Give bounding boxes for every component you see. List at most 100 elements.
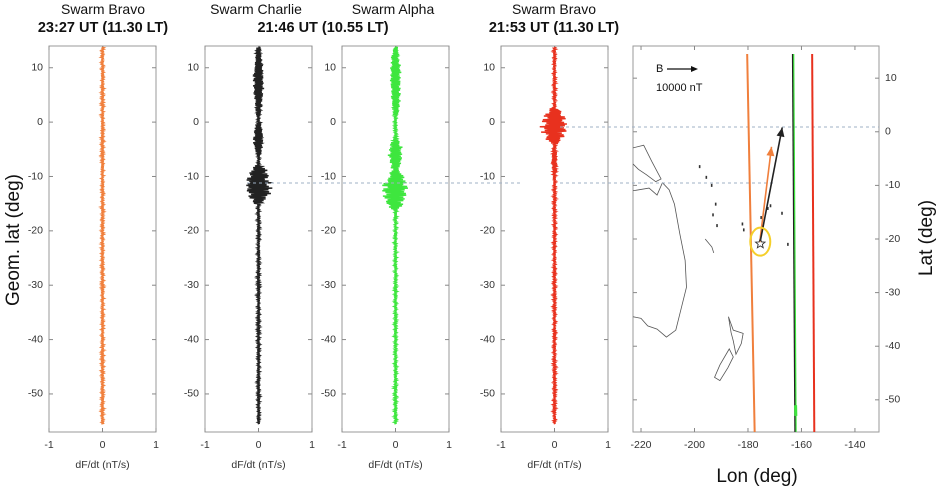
panel3-xtick-label: -1	[337, 439, 346, 451]
panel1-xtick-label: 0	[100, 439, 106, 451]
map-frame	[632, 45, 880, 433]
panel4-time-title: 21:53 UT (11.30 LT)	[488, 20, 620, 36]
panel1-ytick-label: -40	[28, 333, 43, 345]
panel4-series-line	[539, 46, 567, 425]
panel3-xtick-label: 1	[446, 439, 452, 451]
map-xtick-label: -220	[631, 439, 652, 451]
panel1-satellite-title: Swarm Bravo	[60, 1, 146, 17]
island-1	[705, 175, 708, 179]
y-axis-label-left: Geom. lat (deg)	[3, 174, 24, 306]
panel2-ytick-label: 10	[187, 62, 199, 74]
panel23-time-title: 21:46 UT (10.55 LT)	[257, 20, 389, 36]
panel1-ytick-label: -10	[28, 170, 43, 182]
panel3-ytick-label: 0	[330, 116, 336, 128]
map-ytick-label: -20	[885, 233, 900, 245]
panel1-ytick-label: -50	[28, 388, 43, 400]
panel3-ytick-label: -50	[321, 388, 336, 400]
panel4-ytick-label: 10	[483, 62, 495, 74]
panel3-series-line	[382, 46, 408, 425]
coastline-nz-north	[728, 316, 744, 356]
coastline-australia	[632, 181, 687, 338]
legend-vector-name: B	[656, 63, 663, 75]
volcano-star-icon	[754, 237, 767, 249]
vector-arrowhead-0	[766, 146, 775, 157]
map-xtick-label: -140	[844, 439, 865, 451]
map-ytick-label: -30	[885, 286, 900, 298]
panel2-xtick-label: 1	[309, 439, 315, 451]
panel4-ytick-label: -10	[480, 170, 495, 182]
panel4-xlabel: dF/dt (nT/s)	[527, 459, 581, 471]
island-7	[742, 228, 745, 232]
island-8	[760, 216, 762, 220]
panel3-ytick-label: -20	[321, 225, 336, 237]
panel2-xlabel: dF/dt (nT/s)	[231, 459, 285, 471]
panel2-satellite-title: Swarm Charlie	[210, 1, 302, 17]
x-axis-label-map: Lon (deg)	[716, 466, 798, 487]
island-0	[698, 165, 701, 169]
panel2-ytick-label: 0	[193, 116, 199, 128]
panel1-series-line	[98, 46, 107, 425]
panel3-ytick-label: -40	[321, 333, 336, 345]
panel1-xtick-label: -1	[44, 439, 53, 451]
map-xtick-label: -200	[684, 439, 705, 451]
coastline-new-caledonia	[704, 238, 715, 254]
panel3-ytick-label: -10	[321, 170, 336, 182]
panel4-ytick-label: -50	[480, 388, 495, 400]
panel3-xlabel: dF/dt (nT/s)	[368, 459, 422, 471]
panel2-ytick-label: -50	[184, 388, 199, 400]
panel4-ytick-label: 0	[489, 116, 495, 128]
panel3-ytick-label: -30	[321, 279, 336, 291]
map-ytick-label: 0	[885, 126, 891, 138]
panel2-ytick-label: -10	[184, 170, 199, 182]
track-2	[793, 54, 797, 433]
y-axis-label-right: Lat (deg)	[916, 199, 937, 277]
panel3-ytick-label: 10	[324, 62, 336, 74]
track-3	[811, 54, 816, 433]
vector-line-1	[759, 127, 783, 242]
island-12	[787, 242, 789, 246]
map-ytick-label: -40	[885, 340, 900, 352]
island-3	[714, 202, 717, 206]
panel1-xlabel: dF/dt (nT/s)	[75, 459, 129, 471]
panel1-ytick-label: -30	[28, 279, 43, 291]
map-xtick-label: -160	[791, 439, 812, 451]
map-ytick-label: 10	[885, 72, 897, 84]
panel1-xtick-label: 1	[153, 439, 159, 451]
map-xtick-label: -180	[737, 439, 758, 451]
island-4	[712, 213, 714, 217]
map-ytick-label: -50	[885, 394, 900, 406]
panel2-xtick-label: -1	[200, 439, 209, 451]
vector-line-0	[758, 146, 773, 243]
panel4-xtick-label: 0	[552, 439, 558, 451]
panel2-ytick-label: -30	[184, 279, 199, 291]
panel4-ytick-label: -40	[480, 333, 495, 345]
map-ytick-label: -10	[885, 179, 900, 191]
island-2	[710, 183, 713, 187]
island-11	[781, 211, 783, 215]
island-6	[741, 222, 744, 226]
coastline-new-guinea	[632, 144, 662, 183]
track-1	[791, 54, 797, 433]
panel4-xtick-label: 1	[605, 439, 611, 451]
island-5	[716, 224, 718, 228]
panel3-satellite-title: Swarm Alpha	[351, 1, 435, 17]
island-10	[767, 206, 769, 210]
panel4-xtick-label: -1	[496, 439, 505, 451]
panel1-ytick-label: 0	[37, 116, 43, 128]
panel2-ytick-label: -40	[184, 333, 199, 345]
panel1-ytick-label: -20	[28, 225, 43, 237]
vector-arrowhead-1	[776, 127, 785, 138]
volcano-circle	[749, 226, 772, 257]
island-9	[769, 204, 772, 208]
panel4-satellite-title: Swarm Bravo	[511, 1, 597, 17]
panel1-time-title: 23:27 UT (11.30 LT)	[37, 20, 169, 36]
panel4-ytick-label: -30	[480, 279, 495, 291]
panel3-xtick-label: 0	[393, 439, 399, 451]
legend-arrow-head	[691, 66, 698, 72]
panel2-series-line	[246, 46, 273, 425]
panel2-ytick-label: -20	[184, 225, 199, 237]
coastline-nz-south	[714, 348, 734, 382]
panel1-ytick-label: 10	[31, 62, 43, 74]
panel2-xtick-label: 0	[256, 439, 262, 451]
